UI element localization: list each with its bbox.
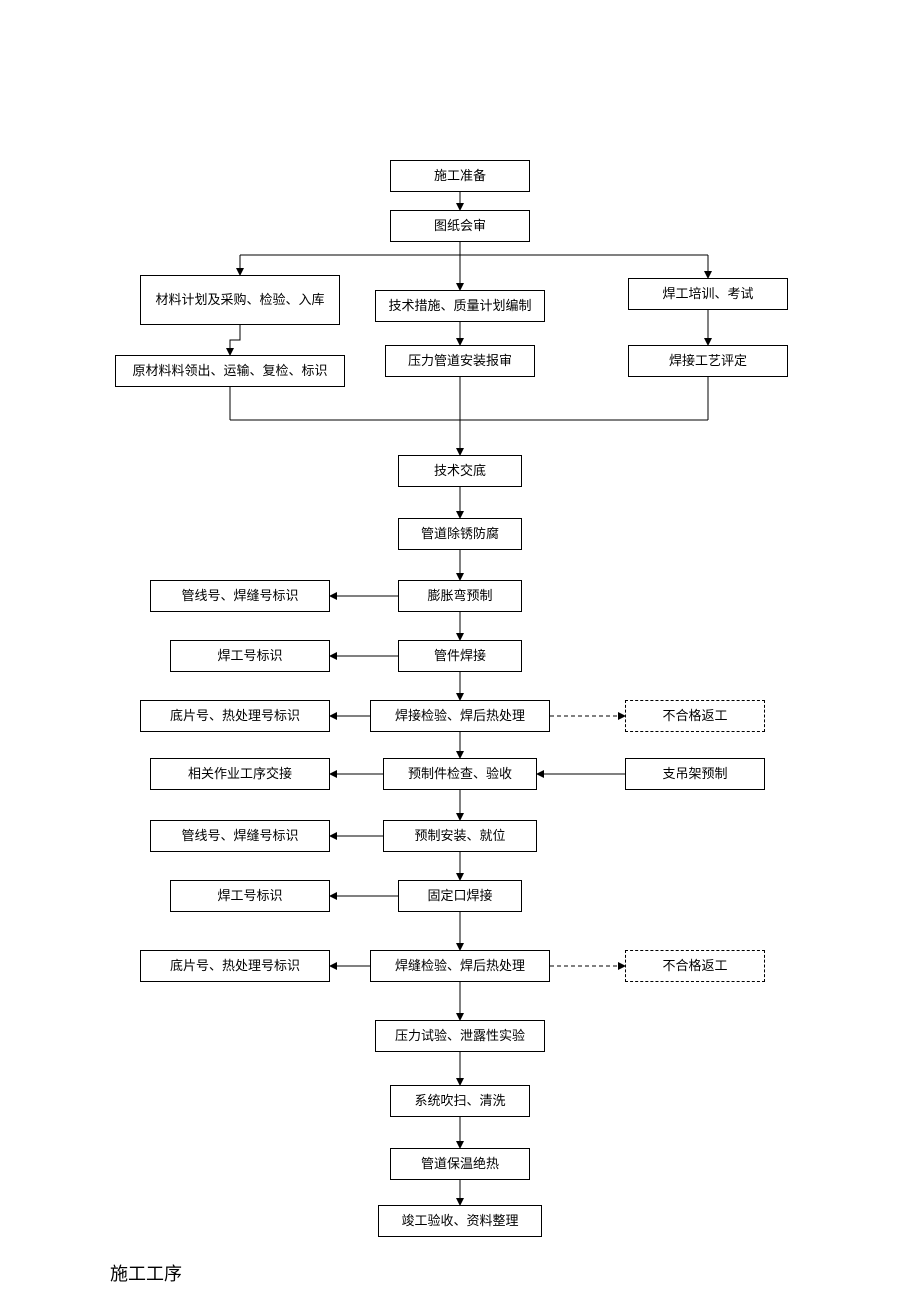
flow-node-label: 技术交底	[434, 462, 486, 480]
flow-node-label: 竣工验收、资料整理	[401, 1212, 518, 1230]
flow-node-label: 焊缝检验、焊后热处理	[395, 957, 525, 975]
flow-node-n4: 技术措施、质量计划编制	[375, 290, 545, 322]
flow-node-s15: 管线号、焊缝号标识	[150, 820, 330, 852]
flow-node-n7: 压力管道安装报审	[385, 345, 535, 377]
flow-node-label: 技术措施、质量计划编制	[388, 297, 531, 315]
flow-node-label: 焊工号标识	[217, 647, 282, 665]
flow-node-s13: 底片号、热处理号标识	[140, 700, 330, 732]
flow-node-r17: 不合格返工	[625, 950, 765, 982]
flow-node-label: 管件焊接	[434, 647, 486, 665]
flow-node-label: 管线号、焊缝号标识	[181, 587, 298, 605]
flow-node-label: 底片号、热处理号标识	[170, 957, 300, 975]
flow-node-s16: 焊工号标识	[170, 880, 330, 912]
flow-node-n1: 施工准备	[390, 160, 530, 192]
flow-node-label: 系统吹扫、清洗	[414, 1092, 505, 1110]
flow-node-n21: 竣工验收、资料整理	[378, 1205, 542, 1237]
flow-node-n16: 固定口焊接	[398, 880, 522, 912]
flow-node-label: 焊接工艺评定	[669, 352, 747, 370]
flow-node-s17: 底片号、热处理号标识	[140, 950, 330, 982]
flow-node-label: 管道除锈防腐	[421, 525, 499, 543]
flow-node-n14: 预制件检查、验收	[383, 758, 537, 790]
flow-node-r13: 不合格返工	[625, 700, 765, 732]
flow-node-label: 支吊架预制	[662, 765, 727, 783]
flow-node-label: 不合格返工	[662, 707, 727, 725]
flow-node-n9: 技术交底	[398, 455, 522, 487]
flow-node-n8: 焊接工艺评定	[628, 345, 788, 377]
flow-node-label: 图纸会审	[434, 217, 486, 235]
flow-node-n18: 压力试验、泄露性实验	[375, 1020, 545, 1052]
flow-node-n12: 管件焊接	[398, 640, 522, 672]
flow-node-label: 底片号、热处理号标识	[170, 707, 300, 725]
flow-node-label: 管道保温绝热	[421, 1155, 499, 1173]
flow-node-n15: 预制安装、就位	[383, 820, 537, 852]
flow-node-n19: 系统吹扫、清洗	[390, 1085, 530, 1117]
flow-node-n17: 焊缝检验、焊后热处理	[370, 950, 550, 982]
flow-node-n20: 管道保温绝热	[390, 1148, 530, 1180]
flow-node-s12: 焊工号标识	[170, 640, 330, 672]
flow-node-label: 预制安装、就位	[414, 827, 505, 845]
flow-node-label: 相关作业工序交接	[188, 765, 292, 783]
flow-node-s11: 管线号、焊缝号标识	[150, 580, 330, 612]
flow-node-n11: 膨胀弯预制	[398, 580, 522, 612]
flow-node-label: 原材料料领出、运输、复检、标识	[132, 362, 327, 380]
flow-node-n13: 焊接检验、焊后热处理	[370, 700, 550, 732]
diagram-stage: 施工准备图纸会审材料计划及采购、检验、入库 技术措施、质量计划编制 焊工培训、考试原…	[0, 0, 920, 1302]
flow-node-label: 施工准备	[434, 167, 486, 185]
flow-node-label: 膨胀弯预制	[427, 587, 492, 605]
caption-label: 施工工序	[110, 1260, 182, 1286]
flow-node-n6: 原材料料领出、运输、复检、标识	[115, 355, 345, 387]
flow-node-label: 焊接检验、焊后热处理	[395, 707, 525, 725]
flow-node-n5: 焊工培训、考试	[628, 278, 788, 310]
flow-node-label: 预制件检查、验收	[408, 765, 512, 783]
flow-node-r14: 支吊架预制	[625, 758, 765, 790]
flow-node-n10: 管道除锈防腐	[398, 518, 522, 550]
flow-node-label: 焊工培训、考试	[662, 285, 753, 303]
flow-node-label: 压力管道安装报审	[408, 352, 512, 370]
flow-node-label: 压力试验、泄露性实验	[395, 1027, 525, 1045]
flow-node-label: 不合格返工	[662, 957, 727, 975]
flow-node-label: 焊工号标识	[217, 887, 282, 905]
flow-node-n3: 材料计划及采购、检验、入库	[140, 275, 340, 325]
flow-node-s14: 相关作业工序交接	[150, 758, 330, 790]
flow-node-label: 材料计划及采购、检验、入库	[155, 291, 324, 309]
flow-node-n2: 图纸会审	[390, 210, 530, 242]
flow-node-label: 固定口焊接	[427, 887, 492, 905]
flow-node-label: 管线号、焊缝号标识	[181, 827, 298, 845]
